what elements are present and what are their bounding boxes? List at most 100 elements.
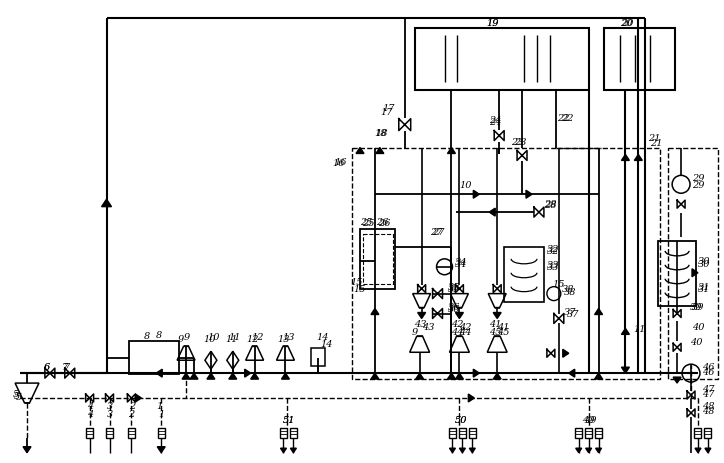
Text: 17: 17: [382, 104, 395, 113]
Text: 4: 4: [87, 401, 93, 411]
Text: 27: 27: [429, 228, 442, 237]
Text: 39: 39: [692, 302, 704, 312]
Polygon shape: [526, 191, 532, 199]
Bar: [352, 148, 660, 379]
Text: 50: 50: [455, 415, 467, 425]
Bar: [704, 428, 712, 438]
Text: 33: 33: [547, 263, 560, 272]
Bar: [575, 428, 582, 438]
Text: 5: 5: [14, 391, 20, 400]
Text: 31: 31: [698, 282, 710, 292]
Text: 48: 48: [702, 407, 715, 415]
Text: 9: 9: [184, 332, 190, 341]
Text: 9: 9: [412, 327, 418, 336]
Text: 47: 47: [702, 384, 715, 393]
Polygon shape: [621, 367, 629, 373]
Bar: [604, 29, 675, 91]
Text: 35: 35: [447, 282, 460, 292]
Polygon shape: [450, 448, 455, 453]
Polygon shape: [447, 148, 455, 154]
Polygon shape: [376, 148, 384, 154]
Polygon shape: [473, 369, 479, 377]
Polygon shape: [282, 373, 290, 379]
Polygon shape: [468, 394, 474, 402]
Text: 28: 28: [544, 200, 557, 209]
Text: 37: 37: [564, 307, 576, 316]
Polygon shape: [569, 369, 575, 377]
Polygon shape: [594, 309, 602, 315]
Bar: [158, 428, 164, 438]
Text: 18: 18: [374, 129, 387, 138]
Polygon shape: [207, 373, 215, 379]
Text: 30: 30: [698, 260, 710, 269]
Text: 22: 22: [561, 114, 573, 123]
Bar: [290, 428, 297, 438]
Text: 5: 5: [13, 388, 20, 398]
Polygon shape: [182, 373, 190, 379]
Text: 47: 47: [702, 388, 715, 398]
Text: 51: 51: [282, 415, 295, 425]
Text: 44: 44: [452, 327, 464, 336]
Polygon shape: [280, 448, 287, 453]
Text: 50: 50: [455, 415, 467, 425]
Text: 6: 6: [44, 362, 50, 371]
Polygon shape: [586, 448, 592, 453]
Polygon shape: [563, 350, 569, 357]
Text: 37: 37: [567, 309, 579, 319]
Bar: [694, 428, 702, 438]
Bar: [459, 428, 466, 438]
Text: 13: 13: [277, 334, 290, 343]
Text: 51: 51: [282, 415, 295, 425]
Polygon shape: [460, 448, 466, 453]
Polygon shape: [692, 269, 698, 277]
Text: 48: 48: [702, 401, 715, 411]
Text: 22: 22: [557, 114, 569, 123]
Text: 40: 40: [692, 322, 704, 331]
Polygon shape: [156, 369, 162, 377]
Polygon shape: [251, 373, 258, 379]
Polygon shape: [371, 309, 379, 315]
Text: 36: 36: [447, 302, 460, 312]
Text: 25: 25: [362, 218, 374, 227]
Text: 10: 10: [203, 334, 216, 343]
Bar: [469, 428, 476, 438]
Bar: [585, 428, 592, 438]
Polygon shape: [596, 448, 602, 453]
Bar: [415, 29, 589, 91]
Text: 38: 38: [562, 285, 574, 294]
Text: 46: 46: [702, 362, 715, 371]
Polygon shape: [101, 200, 111, 207]
Text: 11: 11: [225, 334, 237, 343]
Text: 43: 43: [413, 319, 426, 328]
Text: 18: 18: [375, 129, 387, 138]
Text: 16: 16: [332, 158, 345, 168]
Polygon shape: [416, 373, 424, 379]
Bar: [280, 428, 287, 438]
Bar: [658, 241, 696, 306]
Text: 5: 5: [16, 392, 22, 400]
Polygon shape: [356, 148, 364, 154]
Text: 33: 33: [547, 261, 560, 270]
Text: 14: 14: [320, 339, 333, 348]
Text: 21: 21: [648, 134, 661, 143]
Text: 11: 11: [229, 332, 241, 341]
Polygon shape: [695, 448, 701, 453]
Text: 27: 27: [432, 228, 444, 237]
Text: 12: 12: [252, 332, 264, 341]
Text: 32: 32: [547, 245, 560, 254]
Polygon shape: [245, 369, 251, 377]
Bar: [130, 342, 179, 374]
Bar: [360, 230, 395, 289]
Text: 45: 45: [489, 327, 502, 336]
Text: 34: 34: [455, 258, 467, 267]
Text: 28: 28: [544, 199, 557, 208]
Text: 15: 15: [353, 285, 366, 294]
Text: 14: 14: [316, 332, 329, 341]
Polygon shape: [576, 448, 581, 453]
Text: 32: 32: [547, 247, 560, 256]
Text: 8: 8: [156, 330, 162, 339]
Text: 36: 36: [447, 304, 460, 313]
Polygon shape: [157, 447, 165, 453]
Bar: [128, 428, 135, 438]
Text: 39: 39: [690, 302, 702, 312]
